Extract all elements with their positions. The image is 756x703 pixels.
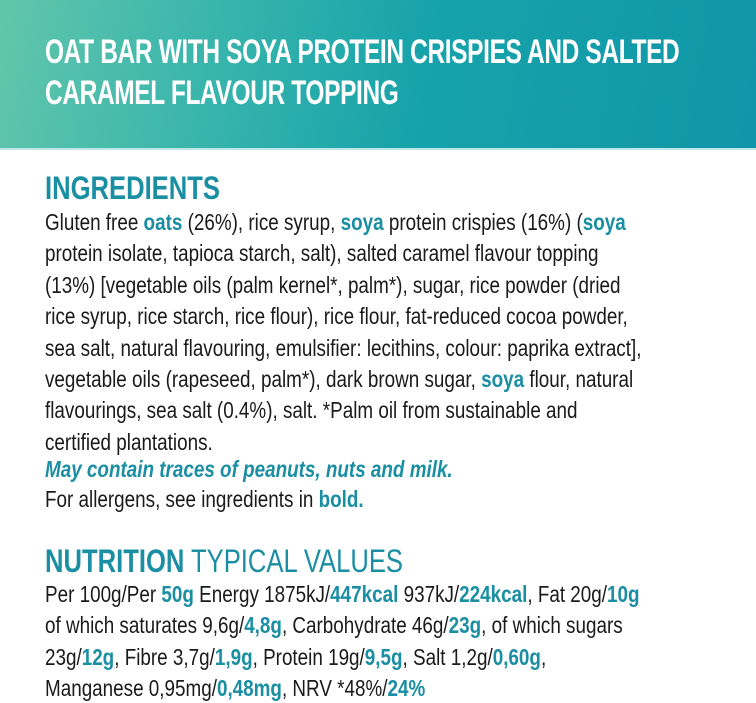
text-segment: 937kJ/	[398, 581, 460, 607]
text-segment: protein isolate, tapioca starch, salt), …	[45, 240, 599, 267]
ingredients-line: rice syrup, rice starch, rice flour), ri…	[45, 301, 628, 331]
ingredients-line: vegetable oils (rapeseed, palm*), dark b…	[45, 364, 633, 394]
nutrition-line: of which saturates 9,6g/4,8g, Carbohydra…	[45, 610, 623, 640]
text-segment: For allergens, see ingredients in	[45, 486, 319, 512]
text-segment: ,	[540, 643, 547, 670]
ingredients-line: certified plantations.	[45, 427, 213, 457]
allergen-note: For allergens, see ingredients in bold.	[45, 484, 364, 514]
ingredients-heading-text: INGREDIENTS	[45, 170, 220, 206]
bold-term: soya	[340, 209, 384, 235]
bold-term: 24%	[387, 675, 426, 702]
ingredients-line: sea salt, natural flavouring, emulsifier…	[45, 333, 641, 363]
bold-term: 0,48mg	[216, 675, 282, 702]
bold-term: 1,9g	[214, 643, 253, 670]
nutrition-line: Manganese 0,95mg/0,48mg, NRV *48%/24%	[45, 673, 425, 703]
text-segment: of which saturates 9,6g/	[45, 612, 245, 639]
text-segment: Manganese 0,95mg/	[45, 675, 217, 702]
bold-term: soya	[481, 366, 525, 392]
nutrition-heading-bold: NUTRITION	[45, 543, 185, 579]
text-segment: rice syrup, rice starch, rice flour), ri…	[45, 303, 628, 330]
text-segment: vegetable oils (rapeseed, palm*), dark b…	[45, 366, 482, 392]
bold-term: 0,60g	[492, 643, 541, 670]
text-segment: , Fibre 3,7g/	[114, 643, 215, 670]
text-segment: sea salt, natural flavouring, emulsifier…	[45, 334, 642, 361]
text-segment: Energy 1875kJ/	[193, 581, 331, 607]
bold-term: soya	[582, 209, 626, 235]
text-segment: Per 100g/Per	[45, 581, 162, 607]
text-segment: , Fat 20g/	[527, 581, 608, 607]
nutrition-heading-light: TYPICAL VALUES	[191, 543, 403, 579]
nutrition-line: 23g/12g, Fibre 3,7g/1,9g, Protein 19g/9,…	[45, 642, 546, 672]
ingredients-line: Gluten free oats (26%), rice syrup, soya…	[45, 207, 626, 237]
nutrition-heading: NUTRITION TYPICAL VALUES	[45, 543, 403, 579]
bold-term: oats	[143, 209, 183, 235]
bold-term: 224kcal	[459, 581, 528, 607]
text-segment: (13%) [vegetable oils (palm kernel*, pal…	[45, 271, 621, 298]
text-segment: flour, natural	[524, 366, 634, 392]
nutrition-line: Per 100g/Per 50g Energy 1875kJ/447kcal 9…	[45, 579, 640, 609]
bold-term: 9,5g	[364, 643, 403, 670]
ingredients-heading: INGREDIENTS	[45, 170, 220, 206]
bold-term: 447kcal	[330, 581, 399, 607]
text-segment: flavourings, sea salt (0.4%), salt. *Pal…	[45, 397, 578, 424]
product-title-line-1: OAT BAR WITH SOYA PROTEIN CRISPIES AND S…	[45, 33, 680, 71]
bold-term: 4,8g	[244, 612, 282, 639]
text-segment: (26%), rice syrup,	[182, 209, 341, 235]
text-segment: Gluten free	[45, 209, 144, 235]
text-segment: , of which sugars	[481, 612, 623, 639]
bold-term: 12g	[81, 643, 115, 670]
text-segment: certified plantations.	[45, 428, 213, 455]
ingredients-line: (13%) [vegetable oils (palm kernel*, pal…	[45, 270, 620, 300]
bold-term: bold.	[318, 486, 364, 512]
bold-term: 50g	[161, 581, 194, 607]
text-segment: , Carbohydrate 46g/	[281, 612, 449, 639]
text-segment: 23g/	[45, 643, 82, 670]
ingredients-line: protein isolate, tapioca starch, salt), …	[45, 238, 599, 268]
bold-term: 23g	[448, 612, 482, 639]
ingredients-line: flavourings, sea salt (0.4%), salt. *Pal…	[45, 395, 578, 425]
header-banner: OAT BAR WITH SOYA PROTEIN CRISPIES AND S…	[0, 0, 756, 150]
product-title-line-2: CARAMEL FLAVOUR TOPPING	[45, 74, 399, 112]
bold-term: 10g	[607, 581, 640, 607]
text-segment: protein crispies (16%) (	[383, 209, 583, 235]
traces-warning: May contain traces of peanuts, nuts and …	[45, 456, 453, 482]
text-segment: , NRV *48%/	[281, 675, 388, 702]
text-segment: , Salt 1,2g/	[402, 643, 493, 670]
text-segment: , Protein 19g/	[252, 643, 365, 670]
